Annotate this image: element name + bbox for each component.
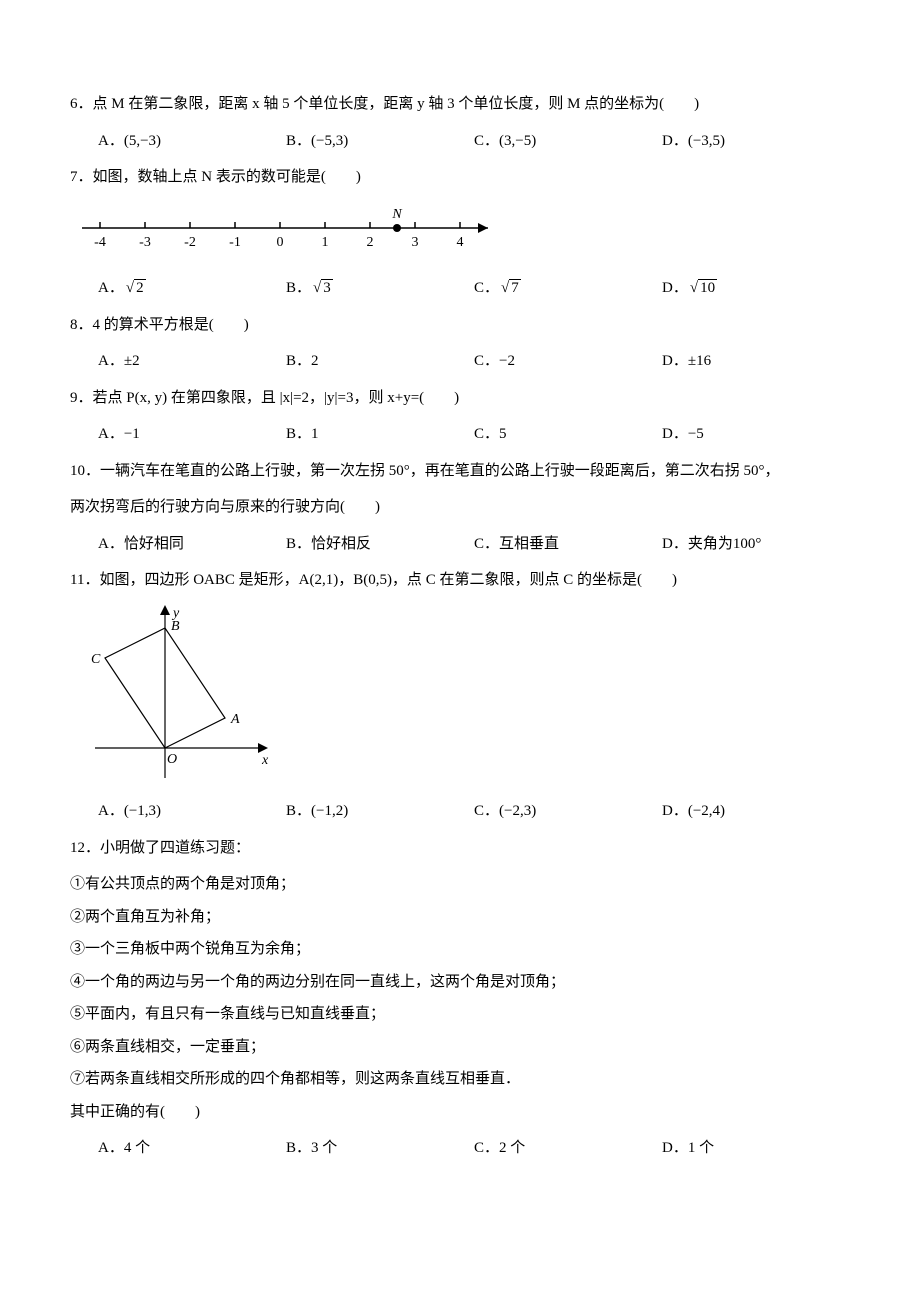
q12-opt-a[interactable]: A．4 个 bbox=[98, 1134, 286, 1163]
q12-tail: 其中正确的有( ) bbox=[70, 1098, 850, 1127]
q10-opt-a[interactable]: A．恰好相同 bbox=[98, 530, 286, 559]
q8-opt-d[interactable]: D．±16 bbox=[662, 347, 850, 376]
q10-text1: 10．一辆汽车在笔直的公路上行驶，第一次左拐 50°，再在笔直的公路上行驶一段距… bbox=[70, 457, 850, 486]
svg-text:1: 1 bbox=[322, 235, 329, 250]
q9-options: A．−1 B．1 C．5 D．−5 bbox=[70, 420, 850, 449]
q11-opt-d[interactable]: D．(−2,4) bbox=[662, 797, 850, 826]
q7-text: 7．如图，数轴上点 N 表示的数可能是( ) bbox=[70, 163, 850, 192]
q9-text: 9．若点 P(x, y) 在第四象限，且 |x|=2，|y|=3，则 x+y=(… bbox=[70, 384, 850, 413]
q6-opt-d[interactable]: D．(−3,5) bbox=[662, 127, 850, 156]
svg-text:N: N bbox=[391, 207, 402, 222]
svg-text:3: 3 bbox=[412, 235, 419, 250]
q10-options: A．恰好相同 B．恰好相反 C．互相垂直 D．夹角为100° bbox=[70, 530, 850, 559]
q11-opt-c[interactable]: C．(−2,3) bbox=[474, 797, 662, 826]
svg-text:-1: -1 bbox=[229, 235, 241, 250]
q12-item-4: ④一个角的两边与另一个角的两边分别在同一直线上，这两个角是对顶角； bbox=[70, 968, 850, 997]
svg-text:4: 4 bbox=[457, 235, 464, 250]
q12-item-3: ③一个三角板中两个锐角互为余角； bbox=[70, 935, 850, 964]
q8-options: A．±2 B．2 C．−2 D．±16 bbox=[70, 347, 850, 376]
q12-item-7: ⑦若两条直线相交所形成的四个角都相等，则这两条直线互相垂直． bbox=[70, 1065, 850, 1094]
q11-text: 11．如图，四边形 OABC 是矩形，A(2,1)，B(0,5)，点 C 在第二… bbox=[70, 566, 850, 595]
q8-opt-c[interactable]: C．−2 bbox=[474, 347, 662, 376]
q7-options: A．√2 B．√3 C．√7 D．√10 bbox=[70, 274, 850, 303]
q11-opt-b[interactable]: B．(−1,2) bbox=[286, 797, 474, 826]
q12-text: 12．小明做了四道练习题： bbox=[70, 834, 850, 863]
q7-opt-d[interactable]: D．√10 bbox=[662, 274, 850, 303]
svg-text:B: B bbox=[171, 619, 180, 634]
q11-diagram: xyOABC bbox=[90, 603, 850, 794]
q11-opt-a[interactable]: A．(−1,3) bbox=[98, 797, 286, 826]
svg-text:C: C bbox=[91, 652, 101, 667]
svg-text:-3: -3 bbox=[139, 235, 151, 250]
q12-opt-c[interactable]: C．2 个 bbox=[474, 1134, 662, 1163]
svg-text:-2: -2 bbox=[184, 235, 196, 250]
q7-opt-b[interactable]: B．√3 bbox=[286, 274, 474, 303]
q8-opt-b[interactable]: B．2 bbox=[286, 347, 474, 376]
q8-text: 8．4 的算术平方根是( ) bbox=[70, 311, 850, 340]
q11-options: A．(−1,3) B．(−1,2) C．(−2,3) D．(−2,4) bbox=[70, 797, 850, 826]
q10-opt-b[interactable]: B．恰好相反 bbox=[286, 530, 474, 559]
q12-options: A．4 个 B．3 个 C．2 个 D．1 个 bbox=[70, 1134, 850, 1163]
q10-text2: 两次拐弯后的行驶方向与原来的行驶方向( ) bbox=[70, 493, 850, 522]
q12-opt-d[interactable]: D．1 个 bbox=[662, 1134, 850, 1163]
q10-opt-d[interactable]: D．夹角为100° bbox=[662, 530, 850, 559]
svg-text:O: O bbox=[167, 752, 177, 767]
q9-opt-d[interactable]: D．−5 bbox=[662, 420, 850, 449]
q12-item-1: ①有公共顶点的两个角是对顶角； bbox=[70, 870, 850, 899]
q7-numberline: -4 -3 -2 -1 0 1 2 3 4 N bbox=[80, 200, 850, 269]
q6-options: A．(5,−3) B．(−5,3) C．(3,−5) D．(−3,5) bbox=[70, 127, 850, 156]
q12-opt-b[interactable]: B．3 个 bbox=[286, 1134, 474, 1163]
q6-opt-b[interactable]: B．(−5,3) bbox=[286, 127, 474, 156]
q6-opt-c[interactable]: C．(3,−5) bbox=[474, 127, 662, 156]
q10-opt-c[interactable]: C．互相垂直 bbox=[474, 530, 662, 559]
q8-opt-a[interactable]: A．±2 bbox=[98, 347, 286, 376]
svg-text:A: A bbox=[230, 712, 240, 727]
q9-opt-c[interactable]: C．5 bbox=[474, 420, 662, 449]
q12-item-2: ②两个直角互为补角； bbox=[70, 903, 850, 932]
svg-text:2: 2 bbox=[367, 235, 374, 250]
q7-opt-a[interactable]: A．√2 bbox=[98, 274, 286, 303]
q6-text: 6．点 M 在第二象限，距离 x 轴 5 个单位长度，距离 y 轴 3 个单位长… bbox=[70, 90, 850, 119]
q9-opt-a[interactable]: A．−1 bbox=[98, 420, 286, 449]
q9-opt-b[interactable]: B．1 bbox=[286, 420, 474, 449]
svg-text:x: x bbox=[261, 753, 269, 768]
svg-text:0: 0 bbox=[277, 235, 284, 250]
q12-item-6: ⑥两条直线相交，一定垂直； bbox=[70, 1033, 850, 1062]
svg-text:-4: -4 bbox=[94, 235, 106, 250]
q7-opt-c[interactable]: C．√7 bbox=[474, 274, 662, 303]
q12-item-5: ⑤平面内，有且只有一条直线与已知直线垂直； bbox=[70, 1000, 850, 1029]
q6-opt-a[interactable]: A．(5,−3) bbox=[98, 127, 286, 156]
